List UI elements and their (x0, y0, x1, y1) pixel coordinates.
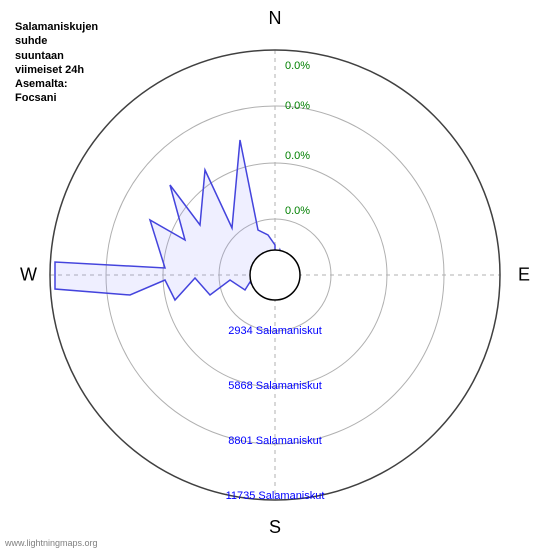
blue-label-1: 5868 Salamaniskut (228, 380, 322, 392)
blue-label-0: 2934 Salamaniskut (228, 325, 322, 337)
green-label-0: 0.0% (285, 60, 310, 72)
cardinal-e: E (518, 265, 530, 286)
cardinal-w: W (20, 265, 37, 286)
chart-svg (0, 0, 550, 550)
green-label-1: 0.0% (285, 100, 310, 112)
footer-link: www.lightningmaps.org (5, 538, 98, 548)
blue-label-3: 11735 Salamaniskut (226, 490, 325, 502)
polar-chart (0, 0, 550, 550)
green-label-3: 0.0% (285, 205, 310, 217)
cardinal-n: N (269, 8, 282, 29)
green-label-2: 0.0% (285, 150, 310, 162)
cardinal-s: S (269, 517, 281, 538)
blue-label-2: 8801 Salamaniskut (228, 435, 322, 447)
center-circle (250, 250, 300, 300)
